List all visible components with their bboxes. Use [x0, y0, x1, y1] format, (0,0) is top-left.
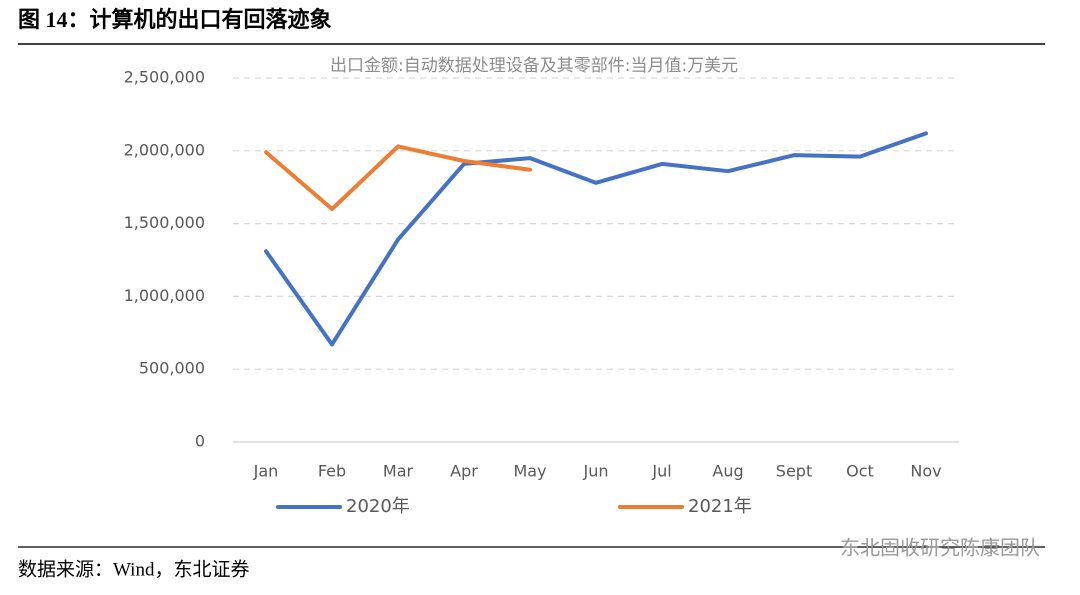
y-tick-label: 0 [195, 432, 205, 451]
x-tick-label: Feb [318, 462, 346, 481]
x-tick-label: Oct [846, 462, 874, 481]
x-tick-label: Apr [450, 462, 478, 481]
y-tick-label: 2,500,000 [124, 68, 205, 87]
series-line [264, 144, 532, 212]
legend-label: 2021年 [688, 496, 752, 517]
x-tick-label: Aug [712, 462, 743, 481]
series-line [264, 131, 928, 347]
x-tick-label: Sept [776, 462, 812, 481]
figure-title: 图 14：计算机的出口有回落迹象 [18, 7, 332, 32]
x-tick-label: Jul [651, 462, 671, 481]
x-tick-label: Mar [383, 462, 414, 481]
chart-subtitle: 出口金额:自动数据处理设备及其零部件:当月值:万美元 [330, 56, 738, 76]
y-tick-label: 500,000 [139, 359, 205, 378]
watermark: 东北固收研究陈康团队 [840, 536, 1040, 560]
y-tick-label: 1,000,000 [124, 286, 205, 305]
y-tick-label: 1,500,000 [124, 213, 205, 232]
x-tick-label: Jun [583, 462, 609, 481]
x-tick-label: May [513, 462, 546, 481]
y-tick-label: 2,000,000 [124, 140, 205, 159]
source: 数据来源：Wind，东北证券 [18, 558, 249, 580]
x-tick-label: Nov [910, 462, 941, 481]
legend-label: 2020年 [346, 496, 410, 517]
x-tick-label: Jan [253, 462, 279, 481]
